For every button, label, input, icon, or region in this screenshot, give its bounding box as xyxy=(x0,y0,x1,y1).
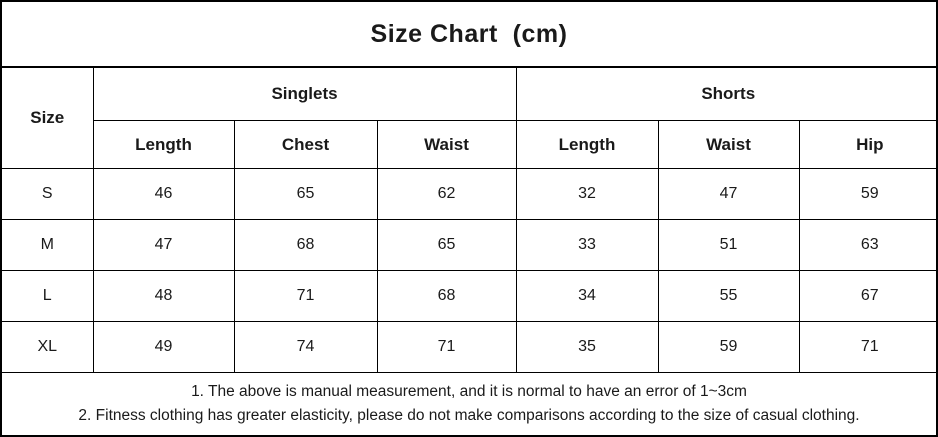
group-header-singlets: Singlets xyxy=(92,67,517,121)
cell-shorts-hip: 63 xyxy=(798,219,938,271)
cell-shorts-hip: 71 xyxy=(798,321,938,373)
row-header-size: XL xyxy=(2,321,94,373)
column-header-size: Size xyxy=(2,67,94,169)
cell-shorts-waist: 51 xyxy=(657,219,800,271)
cell-singlets-length: 48 xyxy=(92,270,235,322)
table-row: XL 49 74 71 35 59 71 xyxy=(2,321,938,373)
cell-singlets-waist: 71 xyxy=(376,321,517,373)
size-table: Size Singlets Shorts Length Chest Waist … xyxy=(2,67,938,373)
cell-shorts-length: 32 xyxy=(515,168,659,220)
cell-shorts-hip: 67 xyxy=(798,270,938,322)
column-header-shorts-hip: Hip xyxy=(798,120,938,169)
table-row: S 46 65 62 32 47 59 xyxy=(2,168,938,220)
cell-shorts-waist: 55 xyxy=(657,270,800,322)
table-header-sub-row: Length Chest Waist Length Waist Hip xyxy=(2,120,938,169)
table-row: M 47 68 65 33 51 63 xyxy=(2,219,938,271)
row-header-size: M xyxy=(2,219,94,271)
cell-shorts-waist: 59 xyxy=(657,321,800,373)
cell-singlets-waist: 65 xyxy=(376,219,517,271)
cell-singlets-chest: 74 xyxy=(233,321,378,373)
cell-singlets-waist: 62 xyxy=(376,168,517,220)
footnotes: 1. The above is manual measurement, and … xyxy=(2,373,936,435)
column-header-shorts-length: Length xyxy=(515,120,659,169)
group-header-shorts: Shorts xyxy=(515,67,938,121)
column-header-shorts-waist: Waist xyxy=(657,120,800,169)
cell-shorts-length: 34 xyxy=(515,270,659,322)
cell-singlets-length: 46 xyxy=(92,168,235,220)
table-row: L 48 71 68 34 55 67 xyxy=(2,270,938,322)
note-line-2: 2. Fitness clothing has greater elastici… xyxy=(78,407,860,424)
row-header-size: L xyxy=(2,270,94,322)
cell-shorts-length: 33 xyxy=(515,219,659,271)
column-header-singlets-chest: Chest xyxy=(233,120,378,169)
cell-shorts-length: 35 xyxy=(515,321,659,373)
cell-singlets-length: 47 xyxy=(92,219,235,271)
cell-singlets-chest: 68 xyxy=(233,219,378,271)
cell-shorts-waist: 47 xyxy=(657,168,800,220)
cell-shorts-hip: 59 xyxy=(798,168,938,220)
note-line-1: 1. The above is manual measurement, and … xyxy=(191,382,747,400)
table-header-group-row: Size Singlets Shorts xyxy=(2,67,938,169)
row-header-size: S xyxy=(2,168,94,220)
column-header-singlets-waist: Waist xyxy=(376,120,517,169)
cell-singlets-chest: 65 xyxy=(233,168,378,220)
cell-singlets-length: 49 xyxy=(92,321,235,373)
page-title: Size Chart (cm) xyxy=(2,2,936,67)
column-header-singlets-length: Length xyxy=(93,120,235,169)
cell-singlets-waist: 68 xyxy=(376,270,517,322)
cell-singlets-chest: 71 xyxy=(233,270,378,322)
